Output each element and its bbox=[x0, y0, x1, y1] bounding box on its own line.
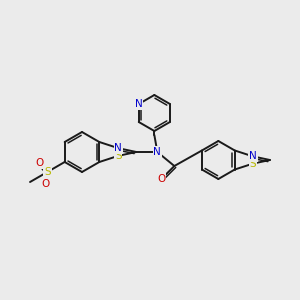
Text: N: N bbox=[154, 147, 161, 157]
Text: O: O bbox=[41, 179, 50, 189]
Text: N: N bbox=[115, 143, 122, 153]
Text: N: N bbox=[249, 152, 257, 161]
Text: S: S bbox=[44, 167, 51, 177]
Text: O: O bbox=[157, 174, 166, 184]
Text: S: S bbox=[115, 151, 122, 161]
Text: N: N bbox=[135, 99, 142, 109]
Text: S: S bbox=[250, 159, 256, 169]
Text: O: O bbox=[35, 158, 44, 168]
